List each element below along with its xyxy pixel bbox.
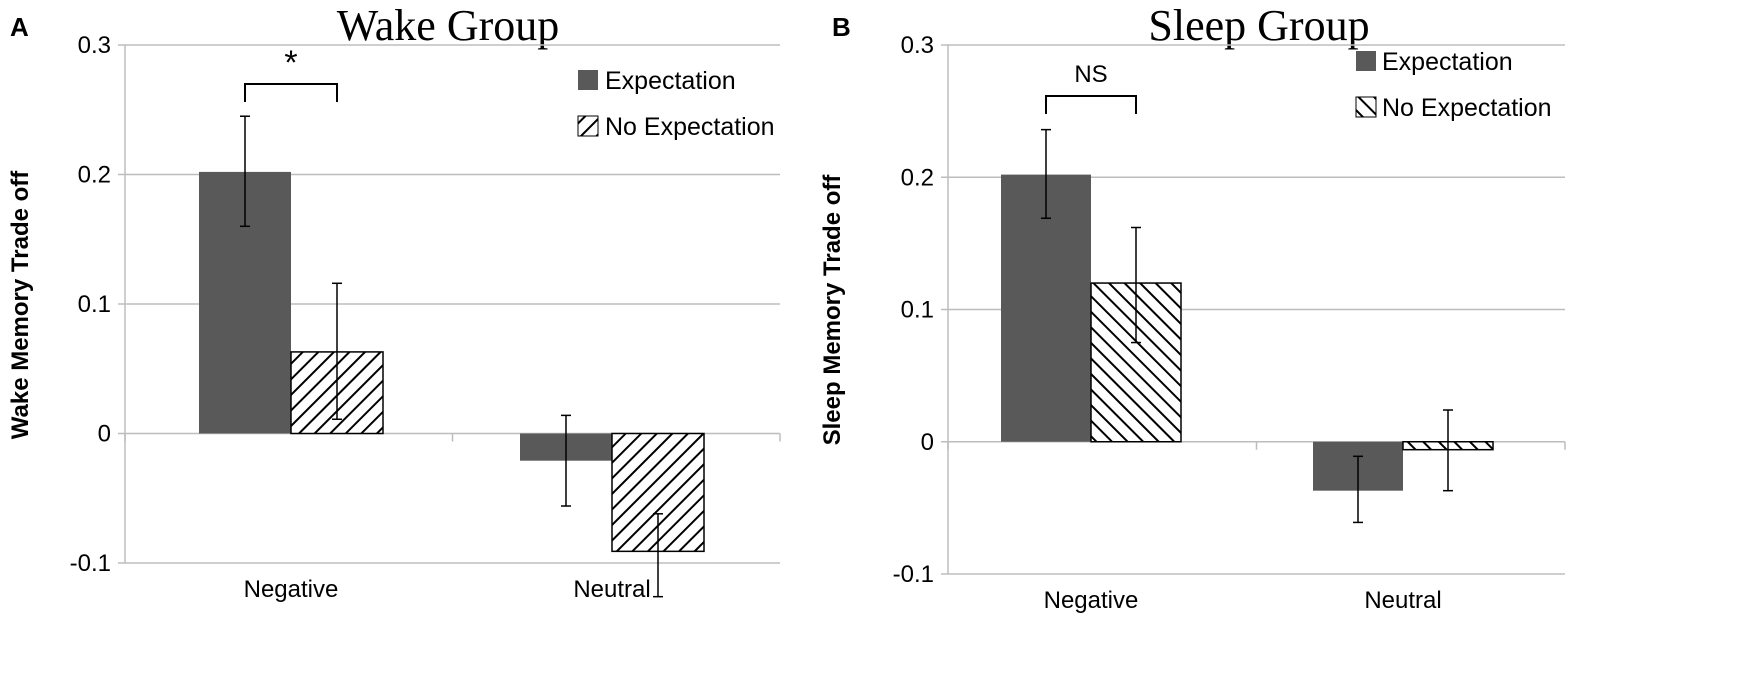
panel-a-letter: A <box>10 12 29 42</box>
panel-b-title: Sleep Group <box>1148 1 1369 50</box>
panel-a-legend-label-no-expectation: No Expectation <box>605 113 775 141</box>
panel-b-y-axis-label: Sleep Memory Trade off <box>819 174 846 446</box>
panel-b-ytick-label: 0.3 <box>901 32 934 59</box>
panel-a-y-ticks: -0.1 0 0.1 0.2 0.3 <box>70 32 111 577</box>
panel-b-error-bars <box>1041 128 1453 524</box>
panel-b-legend-swatch-no-expectation <box>1355 96 1377 118</box>
panel-b-xtick-negative: Negative <box>1044 587 1139 614</box>
panel-b-legend-label-expectation: Expectation <box>1382 48 1513 76</box>
panel-b-bar-expectation-negative <box>1001 174 1091 442</box>
panel-a-significance-label: * <box>284 44 297 82</box>
panel-a-legend-swatch-expectation <box>578 70 598 90</box>
panel-b-ytick-label: -0.1 <box>893 561 934 588</box>
panel-a-ytick-label: 0.2 <box>78 162 111 189</box>
panel-a-x-categories: Negative Neutral <box>244 576 651 603</box>
panel-b-ytick-label: 0.1 <box>901 297 934 324</box>
panel-b-ytick-label: 0.2 <box>901 164 934 191</box>
panel-a-title: Wake Group <box>337 1 560 50</box>
panel-b-significance-bracket <box>1045 95 1137 114</box>
panel-b-x-categories: Negative Neutral <box>1044 587 1442 614</box>
panel-b-legend-swatch-expectation <box>1356 51 1376 71</box>
panel-a-significance: * <box>244 44 338 102</box>
panel-a-y-axis-label: Wake Memory Trade off <box>7 170 34 440</box>
panel-a-ytick-label: 0.3 <box>78 32 111 59</box>
panel-a-error-bars <box>240 115 663 598</box>
panel-a-bars <box>199 171 705 553</box>
panel-a-ytick-label: 0.1 <box>78 291 111 318</box>
panel-b-bars <box>1001 174 1494 491</box>
panel-b-xtick-neutral: Neutral <box>1364 587 1441 614</box>
panel-b-legend: Expectation No Expectation <box>1355 48 1552 122</box>
panel-b-significance-label: NS <box>1074 61 1107 88</box>
panel-a-xtick-neutral: Neutral <box>573 576 650 603</box>
panel-b-sleep-group: B Sleep Group Sleep Memory Trade off -0.… <box>819 1 1566 614</box>
panel-a-legend: Expectation No Expectation <box>577 67 775 141</box>
panel-a-wake-group: A Wake Group Wake Memory Trade off -0.1 … <box>7 1 781 603</box>
panel-b-significance: NS <box>1045 61 1137 114</box>
panel-b-legend-label-no-expectation: No Expectation <box>1382 94 1552 122</box>
panel-b-y-ticks: -0.1 0 0.1 0.2 0.3 <box>893 32 934 588</box>
panel-b-letter: B <box>832 12 851 42</box>
panel-a-significance-bracket <box>244 83 338 102</box>
panel-a-ytick-label: -0.1 <box>70 550 111 577</box>
panel-b-ytick-label: 0 <box>921 429 934 456</box>
panel-a-xtick-negative: Negative <box>244 576 339 603</box>
panel-a-legend-swatch-no-expectation <box>577 115 599 137</box>
panel-a-legend-label-expectation: Expectation <box>605 67 736 95</box>
panel-a-ytick-label: 0 <box>98 421 111 448</box>
